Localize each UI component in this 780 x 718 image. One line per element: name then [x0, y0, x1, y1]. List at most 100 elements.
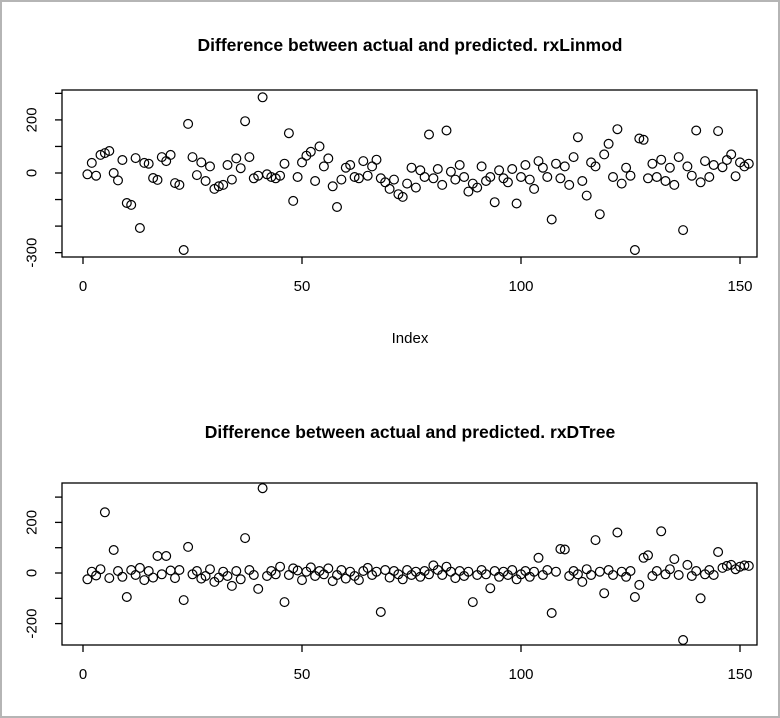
data-point: [726, 149, 737, 160]
data-point: [428, 173, 439, 184]
y-tick-label: 200: [24, 107, 41, 132]
data-point: [82, 169, 93, 180]
data-point: [432, 164, 443, 175]
data-point: [586, 569, 597, 580]
data-point: [739, 560, 750, 571]
data-point: [489, 565, 500, 576]
x-tick-label: 50: [294, 278, 311, 295]
data-point: [389, 174, 400, 185]
data-point: [275, 170, 286, 181]
data-point: [375, 606, 386, 617]
data-point: [572, 132, 583, 143]
data-point: [467, 597, 478, 608]
data-point: [607, 172, 618, 183]
data-point: [708, 160, 719, 171]
data-point: [117, 155, 128, 166]
data-point: [559, 161, 570, 172]
data-point: [717, 562, 728, 573]
data-point: [481, 569, 492, 580]
data-point: [222, 570, 233, 581]
data-point: [148, 572, 159, 583]
data-point: [555, 543, 566, 554]
data-point: [384, 572, 395, 583]
data-point: [638, 134, 649, 145]
data-point: [165, 149, 176, 160]
data-point: [590, 161, 601, 172]
data-point: [651, 172, 662, 183]
data-point: [730, 171, 741, 182]
data-point: [533, 156, 544, 167]
data-point: [594, 209, 605, 220]
data-point: [533, 552, 544, 563]
data-point: [200, 176, 211, 187]
data-point: [410, 182, 421, 193]
data-point: [323, 563, 334, 574]
data-point: [248, 569, 259, 580]
data-point: [419, 172, 430, 183]
data-point: [660, 176, 671, 187]
data-point: [371, 154, 382, 165]
data-point: [213, 181, 224, 192]
data-point: [634, 133, 645, 144]
data-point: [170, 178, 181, 189]
data-point: [174, 564, 185, 575]
data-point: [537, 162, 548, 173]
data-point: [524, 174, 535, 185]
data-point: [634, 579, 645, 590]
data-point: [183, 118, 194, 129]
data-point: [99, 507, 110, 518]
data-point: [279, 158, 290, 169]
data-point: [424, 569, 435, 580]
data-point: [629, 591, 640, 602]
data-point: [353, 173, 364, 184]
data-point: [205, 161, 216, 172]
data-point: [713, 546, 724, 557]
data-point: [226, 580, 237, 591]
data-point: [323, 153, 334, 164]
data-point: [437, 569, 448, 580]
data-point: [485, 172, 496, 183]
data-point: [555, 173, 566, 184]
data-point: [353, 575, 364, 586]
data-point: [156, 569, 167, 580]
data-point: [91, 170, 102, 181]
data-point: [507, 564, 518, 575]
data-point: [686, 170, 697, 181]
data-point: [678, 634, 689, 645]
x-tick-label: 150: [727, 666, 752, 683]
data-point: [349, 172, 360, 183]
data-point: [104, 573, 115, 584]
y-tick-label: -300: [24, 238, 41, 268]
data-point: [218, 179, 229, 190]
data-point: [717, 162, 728, 173]
data-point: [178, 245, 189, 256]
x-tick-label: 50: [294, 666, 311, 683]
data-point: [130, 569, 141, 580]
data-point: [669, 179, 680, 190]
data-point: [673, 569, 684, 580]
data-point: [148, 173, 159, 184]
data-point: [134, 223, 145, 234]
data-point: [485, 583, 496, 594]
data-point: [621, 162, 632, 173]
data-point: [743, 560, 754, 571]
data-point: [502, 177, 513, 188]
data-point: [695, 177, 706, 188]
y-tick-label: 200: [24, 510, 41, 535]
data-point: [336, 174, 347, 185]
data-point: [445, 166, 456, 177]
x-axis-title-index: Index: [392, 330, 429, 347]
data-point: [664, 162, 675, 173]
data-point: [318, 161, 329, 172]
data-point: [594, 566, 605, 577]
data-point: [327, 181, 338, 192]
data-point: [112, 565, 123, 576]
data-point: [235, 574, 246, 585]
data-point: [257, 483, 268, 494]
data-point: [130, 153, 141, 164]
data-point: [459, 172, 470, 183]
data-point: [95, 564, 106, 575]
data-point: [550, 158, 561, 169]
data-point: [664, 564, 675, 575]
data-point: [240, 116, 251, 127]
